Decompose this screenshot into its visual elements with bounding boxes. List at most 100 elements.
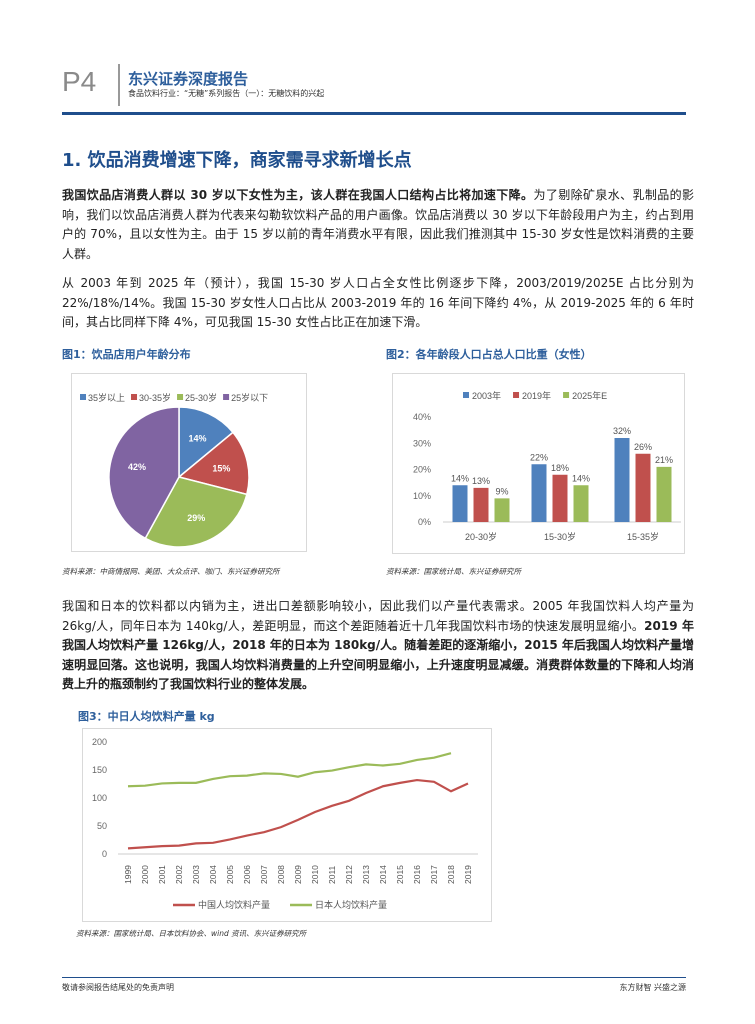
bar <box>452 485 468 522</box>
figure-2-title: 图2：各年龄段人口占总人口比重（女性） <box>386 348 592 361</box>
legend-swatch <box>563 392 570 398</box>
x-tick-label: 2012 <box>344 865 354 884</box>
figure-3-source: 资料来源：国家统计局、日本饮料协会、wind 资讯、东兴证券研究所 <box>76 929 307 938</box>
legend-label: 日本人均饮料产量 <box>315 899 387 910</box>
x-tick-label: 2008 <box>276 865 286 884</box>
report-subtitle: 食品饮料行业：“无糖”系列报告（一）：无糖饮料的兴起 <box>128 89 325 98</box>
data-label: 13% <box>472 476 490 486</box>
x-tick-label: 2016 <box>412 865 422 884</box>
data-label: 22% <box>530 452 548 462</box>
legend-label: 25-30岁 <box>185 392 217 403</box>
pie-slice <box>178 406 234 479</box>
x-tick-label: 2017 <box>429 865 439 884</box>
y-tick-label: 40% <box>413 412 431 422</box>
x-tick-label: 2018 <box>446 865 456 884</box>
footer-slogan: 东方财智 兴盛之源 <box>619 983 686 992</box>
x-tick-label: 2006 <box>242 865 252 884</box>
paragraph-3: 我国和日本的饮料都以内销为主，进出口差额影响较小，因此我们以产量代表需求。200… <box>62 597 694 695</box>
legend-label: 2025年E <box>572 390 607 401</box>
slice-label: 29% <box>187 513 205 523</box>
x-tick-label: 2000 <box>140 865 150 884</box>
bar <box>531 464 547 522</box>
paragraph-1: 我国饮品店消费人群以 30 岁以下女性为主，该人群在我国人口结构占比将加速下降。… <box>62 186 694 264</box>
legend-swatch <box>513 392 520 398</box>
data-label: 14% <box>572 473 590 483</box>
y-tick-label: 150 <box>92 765 107 775</box>
bar <box>635 453 651 522</box>
paragraph-1-text: 为了剔除矿泉水、乳制品的影响，我们以饮品店消费人群为代表来勾勒软饮料产品的用户画… <box>62 188 694 261</box>
brand-title: 东兴证券深度报告 <box>128 70 249 88</box>
data-label: 21% <box>655 455 673 465</box>
y-tick-label: 200 <box>92 737 107 747</box>
figure-2-source: 资料来源：国家统计局、东兴证券研究所 <box>386 567 521 576</box>
data-label: 14% <box>451 473 469 483</box>
line-chart: 0 50 100 150 200 1999 2000 2001 2002 2003 2004 2005… <box>82 728 492 922</box>
pie-slice <box>177 431 250 496</box>
slice-label: 15% <box>212 464 230 474</box>
data-label: 26% <box>634 442 652 452</box>
x-tick-label: 2004 <box>208 865 218 884</box>
paragraph-3-text: 我国和日本的饮料都以内销为主，进出口差额影响较小，因此我们以产量代表需求。200… <box>62 599 694 633</box>
y-tick-label: 100 <box>92 793 107 803</box>
data-label: 18% <box>551 463 569 473</box>
figure-1-title: 图1：饮品店用户年龄分布 <box>62 348 191 361</box>
legend-swatch <box>223 394 230 400</box>
paragraph-1-bold: 我国饮品店消费人群以 30 岁以下女性为主，该人群在我国人口结构占比将加速下降。 <box>62 188 534 202</box>
legend-swatch <box>177 394 184 400</box>
y-tick-label: 50 <box>97 821 107 831</box>
figure-3-title: 图3：中日人均饮料产量 kg <box>78 710 215 723</box>
x-tick-label: 2009 <box>293 865 303 884</box>
x-tick-label: 1999 <box>123 865 133 884</box>
x-tick-label: 2014 <box>378 865 388 884</box>
data-label: 32% <box>613 426 631 436</box>
pie-slice <box>108 406 180 540</box>
header-divider <box>118 64 120 106</box>
legend-swatch <box>463 392 469 398</box>
x-tick-label: 2015 <box>395 865 405 884</box>
paragraph-2: 从 2003 年到 2025 年（预计），我国 15-30 岁人口占全女性比例逐… <box>62 276 694 329</box>
legend-label: 35岁以上 <box>88 392 125 403</box>
x-tick-label: 2002 <box>174 865 184 884</box>
x-tick-label: 15-30岁 <box>544 531 576 542</box>
legend-label: 中国人均饮料产量 <box>198 899 270 910</box>
legend-label: 2003年 <box>472 390 501 401</box>
y-tick-label: 30% <box>413 438 431 448</box>
legend-swatch <box>80 394 86 400</box>
section-title: 1. 饮品消费增速下降，商家需寻求新增长点 <box>62 150 412 171</box>
data-label: 9% <box>495 486 508 496</box>
slice-label: 14% <box>188 434 206 444</box>
footer-disclaimer: 敬请参阅报告结尾处的免责声明 <box>62 983 174 992</box>
legend-label: 25岁以下 <box>231 392 268 403</box>
legend-label: 30-35岁 <box>139 392 171 403</box>
footer-rule <box>62 977 686 978</box>
x-tick-label: 2011 <box>327 865 337 884</box>
legend-label: 2019年 <box>522 390 551 401</box>
figure-1-source: 资料来源：中商情报网、美团、大众点评、咖门、东兴证券研究所 <box>62 567 280 576</box>
bar <box>494 498 510 522</box>
series-line <box>127 752 452 788</box>
page-number: P4 <box>62 66 97 97</box>
bar <box>552 474 568 522</box>
x-tick-label: 20-30岁 <box>465 531 497 542</box>
pie-chart: 35岁以上 30-35岁 25-30岁 25岁以下 14% 15% 29% 42% <box>71 373 307 552</box>
paragraph-3-bold: 2019 年我国人均饮料产量 126kg/人，2018 年的日本为 180kg/… <box>62 618 694 692</box>
slice-label: 42% <box>128 462 146 472</box>
y-tick-label: 10% <box>413 491 431 501</box>
x-tick-label: 2003 <box>191 865 201 884</box>
legend-swatch <box>131 394 138 400</box>
bar <box>473 487 489 522</box>
bar <box>614 438 630 522</box>
x-tick-label: 2005 <box>225 865 235 884</box>
y-tick-label: 0 <box>102 849 107 859</box>
x-tick-label: 2007 <box>259 865 269 884</box>
bar-chart: 2003年 2019年 2025年E 0% 10% 20% 30% 40% 14% 13% 9% 20… <box>392 373 685 554</box>
series-line <box>127 778 469 850</box>
y-tick-label: 20% <box>413 465 431 475</box>
x-tick-label: 2013 <box>361 865 371 884</box>
pie-slice <box>144 476 248 548</box>
bar <box>656 466 672 522</box>
header-rule <box>62 112 686 115</box>
x-tick-label: 2010 <box>310 865 320 884</box>
x-tick-label: 2019 <box>463 865 473 884</box>
